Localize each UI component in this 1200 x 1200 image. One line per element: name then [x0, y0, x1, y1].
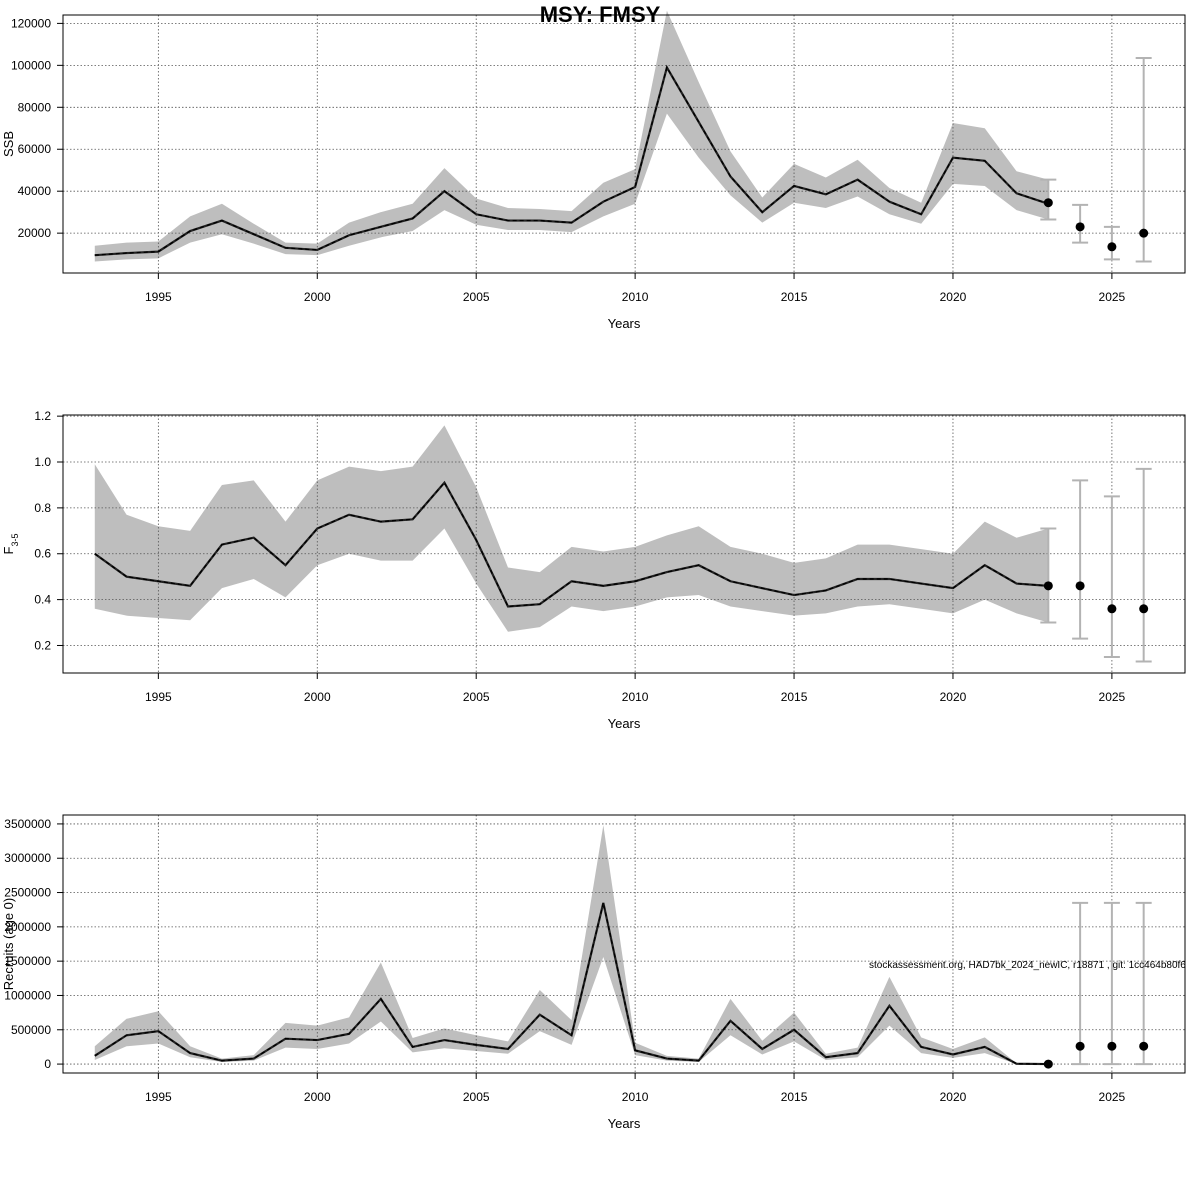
- recruits-y-axis-label: Recruits (age 0): [1, 898, 16, 990]
- recruits-forecast-point: [1075, 1041, 1085, 1051]
- f-x-tick-label: 2015: [781, 690, 808, 704]
- f-panel: 1995 2000 2005 2010 2015 2020 2025 0.2 0.4 0.6 0.8…: [1, 409, 1186, 731]
- f-y-tick-label: 0.4: [34, 593, 51, 607]
- f-x-tick-label: 2025: [1099, 690, 1126, 704]
- recruits-x-tick-label: 1995: [145, 1090, 172, 1104]
- ssb-x-tick-label: 1995: [145, 290, 172, 304]
- f-confidence-band: [94, 425, 1049, 632]
- f-x-axis-label: Years: [608, 716, 641, 731]
- recruits-y-tick-label: 3500000: [4, 817, 51, 831]
- recruits-x-tick-label: 2005: [463, 1090, 490, 1104]
- recruits-x-tick-label: 2015: [781, 1090, 808, 1104]
- recruits-y-tick-label: 0: [44, 1057, 51, 1071]
- f-x-tick-label: 2010: [622, 690, 649, 704]
- f-y-tick-label: 0.2: [34, 638, 51, 652]
- recruits-y-tick-label: 2500000: [4, 886, 51, 900]
- ssb-confidence-band: [94, 10, 1049, 262]
- f-x-tick-label: 2005: [463, 690, 490, 704]
- ssb-x-tick-label: 2005: [463, 290, 490, 304]
- ssb-forecast-point: [1139, 228, 1149, 238]
- f-forecast-point: [1075, 581, 1085, 591]
- f-forecast-point: [1043, 581, 1053, 591]
- ssb-y-tick-label: 20000: [18, 226, 52, 240]
- recruits-forecast-point: [1107, 1041, 1117, 1051]
- ssb-panel: 1995 2000 2005 2010 2015 2020 2025 20000 40000 60…: [1, 10, 1186, 331]
- recruits-y-tick-label: 2000000: [4, 920, 51, 934]
- ssb-plot-frame: [62, 14, 1186, 274]
- footnote: stockassessment.org, HAD7bk_2024_newIC, …: [869, 960, 1186, 971]
- f-y-tick-label: 1.2: [34, 409, 51, 423]
- ssb-forecast-point: [1107, 242, 1117, 252]
- ssb-x-axis-label: Years: [608, 316, 641, 331]
- f-y-axis-label: F3-5: [1, 534, 20, 555]
- recruits-forecast-point: [1139, 1041, 1149, 1051]
- f-x-tick-label: 2000: [304, 690, 331, 704]
- f-forecast-point: [1139, 604, 1149, 614]
- ssb-y-tick-label: 80000: [18, 100, 52, 114]
- recruits-estimate-dashed: [94, 902, 1049, 1065]
- ssb-x-tick-label: 2020: [940, 290, 967, 304]
- recruits-forecast-point: [1043, 1059, 1053, 1069]
- f-plot-frame: [62, 414, 1186, 674]
- f-x-tick-label: 2020: [940, 690, 967, 704]
- ssb-y-tick-label: 100000: [11, 58, 51, 72]
- f-y-tick-label: 1.0: [34, 455, 51, 469]
- recruits-y-tick-label: 1000000: [4, 988, 51, 1002]
- ssb-x-tick-label: 2025: [1099, 290, 1126, 304]
- f-y-axis-label-subscript: 3-5: [10, 534, 20, 547]
- ssb-forecast-point: [1043, 198, 1053, 208]
- recruits-y-tick-label: 1500000: [4, 954, 51, 968]
- ssb-y-tick-label: 40000: [18, 184, 52, 198]
- recruits-confidence-band: [94, 825, 1049, 1065]
- f-forecast-point: [1107, 604, 1117, 614]
- recruits-y-tick-label: 3000000: [4, 851, 51, 865]
- f-y-tick-label: 0.8: [34, 501, 51, 515]
- ssb-x-tick-label: 2000: [304, 290, 331, 304]
- ssb-x-tick-label: 2010: [622, 290, 649, 304]
- ssb-forecast-point: [1075, 222, 1085, 232]
- recruits-x-tick-label: 2010: [622, 1090, 649, 1104]
- ssb-y-axis-label: SSB: [1, 131, 16, 157]
- ssb-y-tick-label: 120000: [11, 16, 51, 30]
- f-y-tick-label: 0.6: [34, 547, 51, 561]
- f-x-tick-label: 1995: [145, 690, 172, 704]
- recruits-y-tick-label: 500000: [11, 1023, 51, 1037]
- recruits-panel: 1995 2000 2005 2010 2015 2020 2025 0 500000 10000…: [1, 814, 1186, 1131]
- ssb-estimate-dashed: [94, 65, 1049, 256]
- recruits-x-tick-label: 2020: [940, 1090, 967, 1104]
- recruits-x-axis-label: Years: [608, 1116, 641, 1131]
- ssb-y-tick-label: 60000: [18, 142, 52, 156]
- recruits-x-tick-label: 2025: [1099, 1090, 1126, 1104]
- f-estimate-line: [94, 480, 1049, 608]
- recruits-x-tick-label: 2000: [304, 1090, 331, 1104]
- ssb-x-tick-label: 2015: [781, 290, 808, 304]
- recruits-plot-frame: [62, 814, 1186, 1074]
